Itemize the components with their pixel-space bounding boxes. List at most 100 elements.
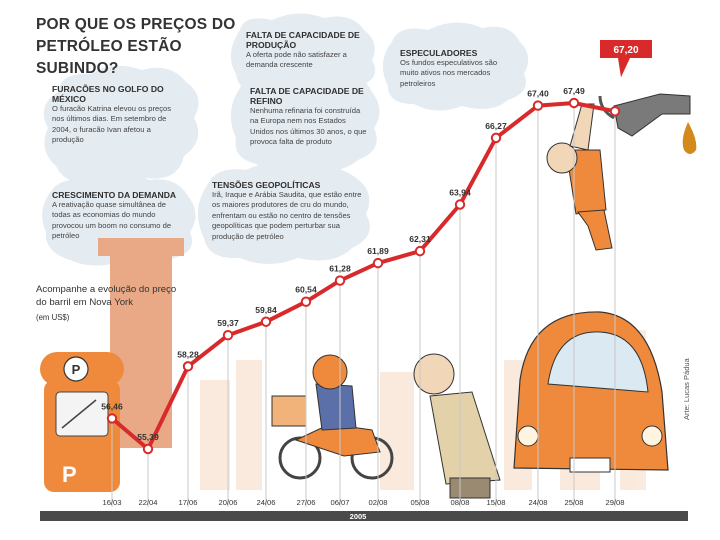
caption-unit: (em US$)	[36, 313, 70, 322]
pump-window	[55, 391, 109, 437]
data-point	[182, 361, 194, 372]
car-plate	[569, 457, 611, 473]
data-point	[414, 245, 426, 257]
car-light	[641, 425, 663, 447]
note-refino-body: Nenhuma refinaria foi construída na Euro…	[250, 106, 367, 147]
hanging-head	[546, 142, 578, 174]
note-furacoes-body: O furacão Katrina elevou os preços nos ú…	[52, 104, 172, 145]
value-label: 58,28	[177, 349, 199, 359]
chart-caption: Acompanhe a evolução do preço do barril …	[36, 284, 186, 325]
data-point	[490, 132, 502, 144]
value-label: 67,40	[527, 89, 549, 99]
series-line	[110, 101, 617, 451]
bubble-especuladores	[382, 22, 529, 111]
x-tick-labels: 16/03 22/04 17/06 20/06 24/06 27/06 06/07 02/08…	[102, 498, 624, 507]
data-point	[106, 413, 118, 424]
nozzle	[613, 93, 691, 137]
note-especuladores: ESPECULADORES Os fundos especulativos sã…	[400, 48, 512, 89]
x-tick-label: 05/08	[410, 498, 429, 507]
data-point	[334, 275, 346, 286]
timeline-year: 2005	[350, 512, 367, 521]
hanging-body	[565, 149, 607, 215]
car-window	[547, 331, 649, 393]
price-points	[106, 97, 621, 455]
data-point	[142, 443, 154, 455]
data-point	[609, 106, 621, 117]
x-tick-label: 08/08	[450, 498, 469, 507]
value-label: 59,84	[255, 305, 277, 315]
man-body	[429, 391, 501, 485]
pump-post-top	[98, 238, 184, 256]
callout-value: 67,20	[613, 45, 638, 56]
page-title: POR QUE OS PREÇOS DO PETRÓLEO ESTÃO SUBI…	[36, 16, 236, 77]
last-price-callout: 67,20	[600, 40, 652, 78]
bubble-tensoes	[197, 162, 370, 264]
moto-rider	[315, 383, 357, 431]
note-tensoes-head: TENSÕES GEOPOLÍTICAS	[212, 180, 321, 190]
note-refino: FALTA DE CAPACIDADE DE REFINO Nenhuma re…	[250, 86, 370, 148]
x-tick-label: 29/08	[605, 498, 624, 507]
building	[236, 360, 262, 490]
moto-crate	[271, 395, 307, 427]
data-point	[300, 296, 312, 307]
data-point	[372, 257, 384, 269]
note-furacoes: FURACÕES NO GOLFO DO MÉXICO O furacão Ka…	[52, 84, 177, 146]
data-point	[222, 329, 234, 341]
note-furacoes-head: FURACÕES NO GOLFO DO MÉXICO	[52, 84, 164, 104]
value-label: 61,28	[329, 264, 351, 274]
car-light	[517, 425, 539, 447]
value-label: 55,39	[137, 432, 159, 442]
note-especuladores-head: ESPECULADORES	[400, 48, 478, 58]
hanging-legs	[577, 209, 613, 251]
price-labels: 56,46 55,39 58,28 59,37 59,84 60,54 61,28 61,89…	[101, 86, 585, 442]
timeline-bar	[40, 511, 688, 521]
x-tick-label: 16/03	[102, 498, 121, 507]
motorcyclist-illustration	[271, 354, 394, 480]
value-label: 67,49	[563, 86, 585, 96]
x-tick-label: 15/08	[486, 498, 505, 507]
pump-logo	[63, 356, 89, 382]
data-point	[260, 316, 272, 327]
artist-credit: Arte: Lucas Pádua	[682, 358, 691, 420]
man-head	[413, 353, 455, 395]
value-label: 60,54	[295, 285, 317, 295]
x-tick-label: 22/04	[138, 498, 157, 507]
x-tick-label: 24/06	[256, 498, 275, 507]
x-tick-label: 02/08	[368, 498, 387, 507]
pump-illustration: P P	[40, 238, 184, 492]
value-label: 59,37	[217, 318, 239, 328]
note-producao-body: A oferta pode não satisfazer a demanda c…	[246, 50, 347, 70]
note-demanda: CRESCIMENTO DA DEMANDA A reativação quas…	[52, 190, 178, 242]
pump-post	[110, 248, 172, 448]
note-demanda-body: A reativação quase simultânea de todas a…	[52, 200, 172, 241]
price-series	[110, 101, 617, 451]
car-illustration	[513, 311, 669, 473]
note-demanda-head: CRESCIMENTO DA DEMANDA	[52, 190, 177, 200]
hanging-man-illustration	[546, 93, 697, 251]
building	[380, 372, 414, 490]
data-point	[532, 100, 544, 111]
x-tick-label: 06/07	[330, 498, 349, 507]
x-tick-label: 20/06	[218, 498, 237, 507]
note-especuladores-body: Os fundos especulativos são muito ativos…	[400, 58, 498, 88]
worried-man-illustration	[413, 353, 501, 499]
note-tensoes: TENSÕES GEOPOLÍTICAS Irã, Iraque e Arábi…	[212, 180, 362, 242]
building	[200, 380, 230, 490]
data-point	[454, 199, 466, 210]
pump-letter-big: P	[62, 462, 77, 487]
moto-helmet	[312, 354, 348, 390]
data-point	[568, 97, 580, 109]
bubble-furacoes	[43, 65, 199, 187]
note-producao: FALTA DE CAPACIDADE DE PRODUÇÃO A oferta…	[246, 30, 366, 71]
value-label: 62,31	[409, 234, 431, 244]
note-producao-head: FALTA DE CAPACIDADE DE PRODUÇÃO	[246, 30, 360, 50]
value-label: 61,89	[367, 246, 389, 256]
man-legs	[449, 477, 491, 499]
note-tensoes-body: Irã, Iraque e Arábia Saudita, que estão …	[212, 190, 362, 241]
x-tick-label: 24/08	[528, 498, 547, 507]
value-label: 56,46	[101, 401, 123, 411]
vertical-gridlines	[111, 107, 616, 507]
callout-box	[600, 40, 652, 78]
pump-needle	[61, 399, 97, 429]
